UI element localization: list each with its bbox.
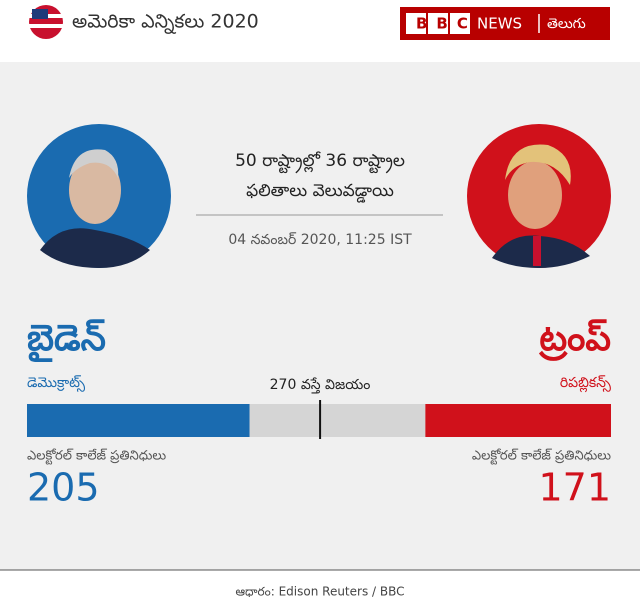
bar [425, 404, 611, 437]
headline-line: 50 రాష్ట్రాల్లో 36 రాష్ట్రాల [235, 151, 405, 174]
party-name: రిపబ్లికన్స్ [560, 375, 611, 393]
flag-icon [29, 5, 63, 39]
biden-portrait [27, 124, 171, 268]
brand-logo: BBC NEWS తెలుగు [400, 7, 610, 40]
caption: ఎలక్టోరల్ కాలేజ్ ప్రతినిధులు [472, 448, 612, 466]
timestamp: 04 నవంబర్ 2020, 11:25 IST [228, 232, 412, 248]
seat-count: 205 [27, 466, 100, 510]
candidate-name: బైడెన్ [27, 318, 106, 363]
caption: ఎలక్టోరల్ కాలేజ్ ప్రతినిధులు [27, 448, 167, 466]
header-title: అమెరికా ఎన్నికలు 2020 [72, 11, 259, 35]
bar [27, 404, 250, 437]
candidate-name: ట్రంప్ [538, 318, 611, 361]
seat-count: 171 [538, 466, 611, 510]
brand-bbc: BBC [416, 15, 477, 33]
threshold-label: 270 వస్తే విజయం [270, 377, 371, 394]
brand-news: NEWS [477, 15, 522, 33]
source: ఆధారం: Edison Reuters / BBC [235, 585, 404, 599]
trump-portrait [467, 124, 611, 268]
brand-lang: తెలుగు [547, 16, 586, 32]
headline-line: ఫలితాలు వెలువడ్డాయి [246, 181, 394, 203]
party-name: డెమొక్రాట్స్ [27, 375, 85, 392]
